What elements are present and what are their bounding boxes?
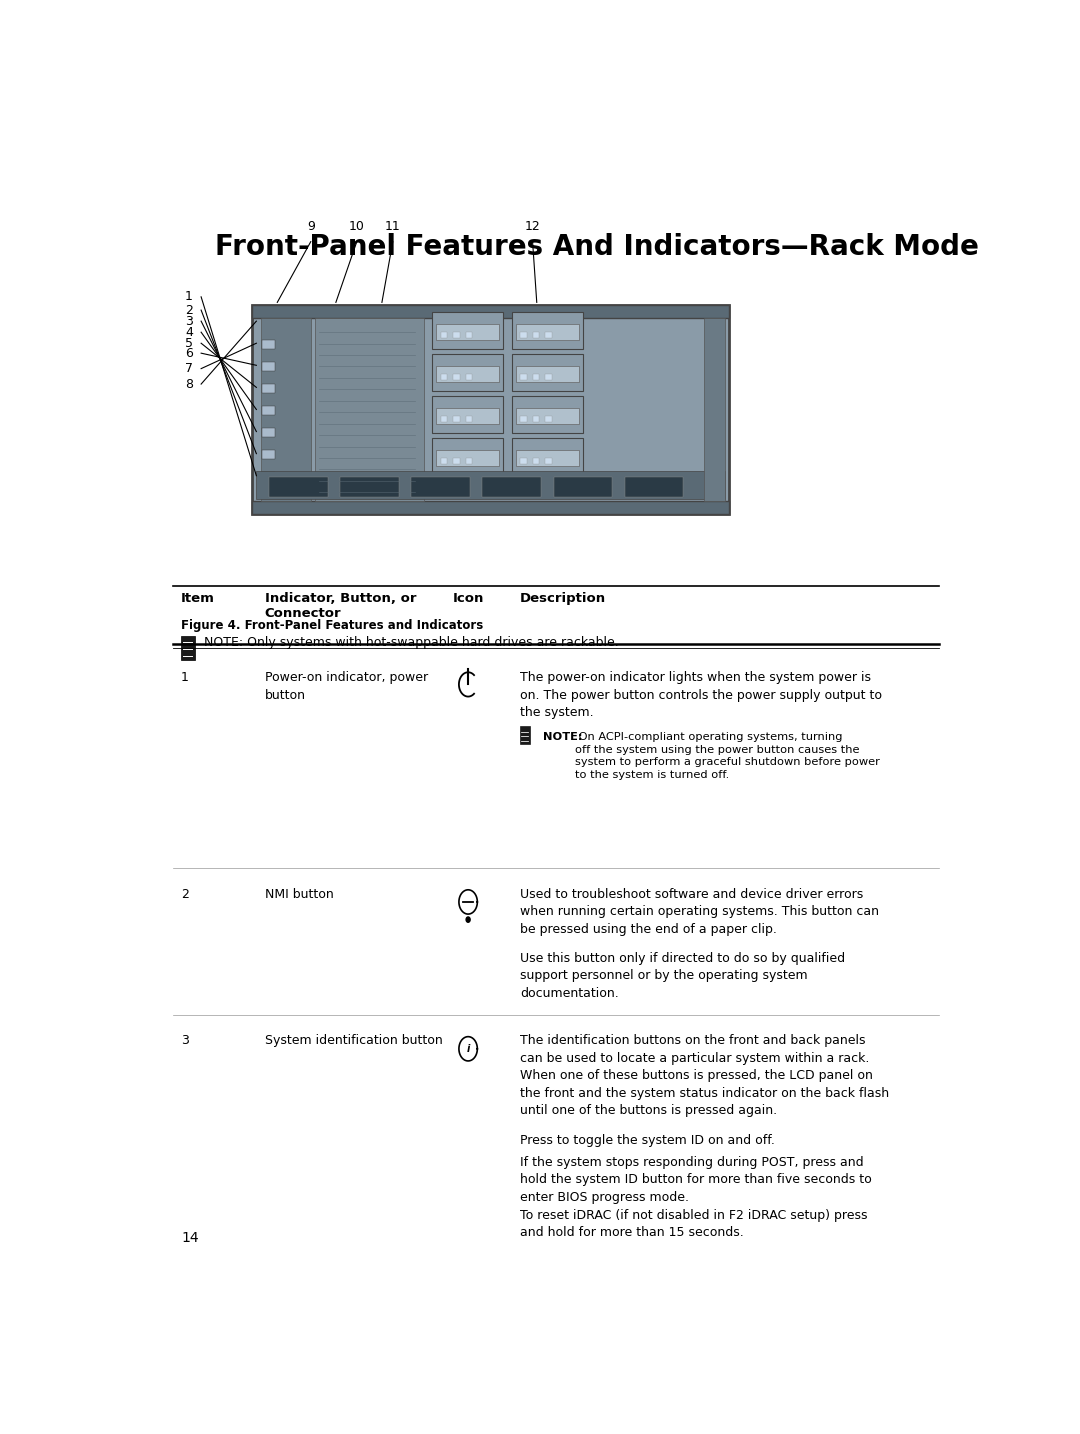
Bar [545,416,552,422]
Bar [454,416,460,422]
Bar [512,354,583,390]
Bar [532,457,539,463]
Bar [512,439,583,475]
Bar [436,367,499,381]
Bar [516,324,579,340]
Bar [441,374,447,380]
Bar [516,409,579,424]
Text: Power-on indicator, power
button: Power-on indicator, power button [265,671,428,703]
Text: 5: 5 [185,337,192,350]
Bar [260,318,311,500]
Bar [454,457,460,463]
Bar [253,500,729,515]
Bar [256,472,725,499]
Text: Front-Panel Features And Indicators—Rack Mode: Front-Panel Features And Indicators—Rack… [215,232,978,261]
Text: 1: 1 [185,290,192,304]
Bar [454,374,460,380]
Bar [454,333,460,338]
Bar [516,367,579,381]
Bar [253,304,729,318]
Bar [262,450,274,459]
Bar [704,318,725,500]
Bar [181,635,194,660]
Text: The power-on indicator lights when the system power is
on. The power button cont: The power-on indicator lights when the s… [521,671,882,720]
Text: Description: Description [521,592,606,605]
Bar [262,429,274,437]
Bar [532,374,539,380]
Bar [432,439,503,475]
Text: 2: 2 [185,304,192,317]
Text: 14: 14 [181,1232,199,1245]
Bar [483,478,541,496]
Text: 11: 11 [384,219,401,232]
Bar [315,318,423,500]
Text: 10: 10 [349,219,365,232]
Bar [465,457,472,463]
Text: NOTE: Only systems with hot-swappable hard drives are rackable.: NOTE: Only systems with hot-swappable ha… [204,635,619,648]
Text: 6: 6 [185,347,192,360]
Text: On ACPI-compliant operating systems, turning
off the system using the power butt: On ACPI-compliant operating systems, tur… [576,731,880,780]
Text: The identification buttons on the front and back panels
can be used to locate a : The identification buttons on the front … [521,1034,889,1117]
Text: System identification button: System identification button [265,1034,443,1047]
Bar [545,374,552,380]
Bar [436,409,499,424]
Text: 12: 12 [525,219,540,232]
Bar [554,478,612,496]
Text: Use this button only if directed to do so by qualified
support personnel or by t: Use this button only if directed to do s… [521,952,846,999]
Bar [262,384,274,393]
Bar [624,478,684,496]
Bar [512,313,583,348]
Bar [441,333,447,338]
Text: 3: 3 [185,314,192,327]
Bar [465,374,472,380]
Bar [516,450,579,466]
Text: Figure 4. Front-Panel Features and Indicators: Figure 4. Front-Panel Features and Indic… [181,619,483,632]
Bar [532,416,539,422]
Bar [269,478,327,496]
Bar [340,478,399,496]
Bar [432,396,503,433]
Bar [532,333,539,338]
Bar [411,478,470,496]
Text: 9: 9 [307,219,314,232]
Text: 1: 1 [181,671,189,684]
Text: NMI button: NMI button [265,888,334,901]
Polygon shape [467,916,470,922]
Bar [465,333,472,338]
Bar [262,406,274,414]
Text: i: i [467,1044,470,1054]
Text: 4: 4 [185,326,192,338]
Bar [441,457,447,463]
Bar [262,340,274,348]
Text: Item: Item [181,592,215,605]
Bar [521,416,527,422]
Bar [521,727,530,744]
Bar [441,416,447,422]
Bar [521,333,527,338]
Bar [545,457,552,463]
Bar [432,354,503,390]
Bar [262,361,274,371]
Bar [253,304,729,515]
Bar [465,416,472,422]
Text: 2: 2 [181,888,189,901]
Text: Press to toggle the system ID on and off.: Press to toggle the system ID on and off… [521,1134,774,1147]
Text: Indicator, Button, or
Connector: Indicator, Button, or Connector [265,592,416,619]
Bar [436,450,499,466]
Text: 8: 8 [185,377,192,390]
Text: If the system stops responding during POST, press and
hold the system ID button : If the system stops responding during PO… [521,1156,872,1205]
Bar [521,457,527,463]
Text: Used to troubleshoot software and device driver errors
when running certain oper: Used to troubleshoot software and device… [521,888,879,935]
Text: NOTE:: NOTE: [543,731,583,741]
Text: 3: 3 [181,1034,189,1047]
Text: Icon: Icon [454,592,485,605]
Bar [521,374,527,380]
Bar [545,333,552,338]
Bar [432,313,503,348]
Text: To reset iDRAC (if not disabled in F2 iDRAC setup) press
and hold for more than : To reset iDRAC (if not disabled in F2 iD… [521,1209,867,1239]
Bar [512,396,583,433]
Bar [262,472,274,482]
Text: 7: 7 [185,363,192,376]
Bar [436,324,499,340]
